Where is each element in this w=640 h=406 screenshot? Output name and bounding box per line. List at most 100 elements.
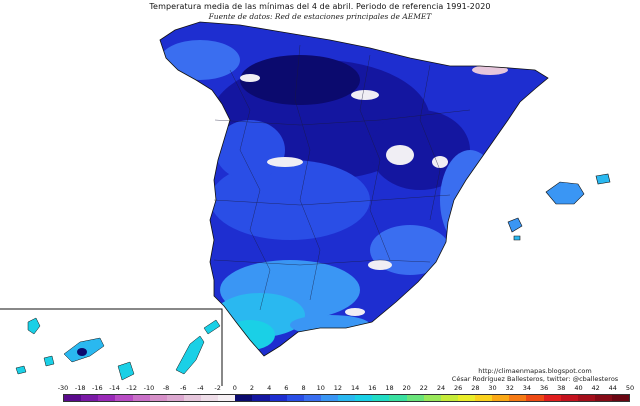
lanzarote bbox=[203, 319, 221, 335]
legend-tick-label: -2 bbox=[214, 384, 221, 392]
legend-tick-label: 30 bbox=[488, 384, 497, 392]
legend-tick-label: 24 bbox=[436, 384, 446, 392]
legend-tick-label: 44 bbox=[608, 384, 617, 392]
la-gomera bbox=[43, 355, 55, 367]
legend-tick-label: 4 bbox=[267, 384, 272, 392]
la-palma bbox=[27, 317, 41, 335]
legend-tick-label: -6 bbox=[180, 384, 187, 392]
legend-tick-label: 20 bbox=[402, 384, 411, 392]
legend-tick-label: 8 bbox=[301, 384, 306, 392]
legend-tick-label: 16 bbox=[368, 384, 377, 392]
legend-tick-label: -18 bbox=[74, 384, 86, 392]
legend-swatch bbox=[475, 395, 493, 401]
teruel-frost bbox=[432, 156, 448, 168]
legend-swatch bbox=[201, 395, 219, 401]
menorca bbox=[595, 173, 611, 185]
sierra-segura-frost bbox=[368, 260, 392, 270]
legend-tick-label: -10 bbox=[143, 384, 155, 392]
leon-mountains-frost bbox=[240, 74, 260, 82]
legend-tick-label: 42 bbox=[591, 384, 600, 392]
legend-swatch bbox=[218, 395, 236, 401]
ibiza bbox=[507, 217, 523, 233]
burgos-frost bbox=[351, 90, 379, 100]
legend-tick-label: 6 bbox=[284, 384, 289, 392]
legend-swatch bbox=[423, 395, 441, 401]
legend-swatch bbox=[235, 395, 253, 401]
legend-swatch bbox=[252, 395, 270, 401]
legend-swatch bbox=[543, 395, 561, 401]
legend-swatch bbox=[64, 395, 82, 401]
legend-tick-label: 26 bbox=[454, 384, 463, 392]
legend-swatch bbox=[406, 395, 424, 401]
legend-swatch bbox=[612, 395, 630, 401]
iberian-mountains-frost bbox=[386, 145, 414, 165]
mallorca bbox=[545, 181, 585, 205]
legend-swatch bbox=[577, 395, 595, 401]
legend-swatch bbox=[440, 395, 458, 401]
legend-tick-label: -14 bbox=[109, 384, 120, 392]
map-subtitle: Fuente de datos: Red de estaciones princ… bbox=[208, 12, 432, 21]
legend-swatch bbox=[149, 395, 167, 401]
western-mild-zone bbox=[215, 120, 285, 180]
teide-cold-spot bbox=[77, 348, 87, 356]
legend-tick-label: 50 bbox=[625, 384, 635, 392]
fuerteventura bbox=[175, 335, 205, 375]
formentera bbox=[513, 235, 521, 241]
legend-swatch bbox=[269, 395, 287, 401]
legend-tick-label: -30 bbox=[57, 384, 69, 392]
legend-swatch bbox=[355, 395, 373, 401]
legend-swatch bbox=[560, 395, 578, 401]
canary-islands-inset bbox=[0, 308, 223, 386]
inset-frame bbox=[0, 308, 223, 386]
cantabrian-cold-zone bbox=[240, 55, 360, 105]
legend-swatch bbox=[320, 395, 338, 401]
legend-swatch bbox=[389, 395, 407, 401]
el-hierro bbox=[15, 365, 27, 375]
legend-tick-label: -16 bbox=[92, 384, 103, 392]
legend-swatch bbox=[303, 395, 321, 401]
legend-tick-label: 32 bbox=[505, 384, 514, 392]
central-system-frost bbox=[267, 157, 303, 167]
legend-tick-label: 40 bbox=[574, 384, 583, 392]
legend-swatch bbox=[594, 395, 612, 401]
legend-swatch bbox=[183, 395, 201, 401]
legend-tick-label: -8 bbox=[162, 384, 170, 392]
legend-tick-label: 28 bbox=[471, 384, 480, 392]
legend-tick-label: 0 bbox=[232, 384, 237, 392]
legend-labels: -30 -18 -16 -14 -12 -10 -8 -6 -4 -2 0 2 4 6 8 10 12 14 16 1… bbox=[0, 384, 640, 394]
legend-swatch bbox=[492, 395, 510, 401]
color-legend bbox=[63, 394, 630, 402]
legend-tick-label: 12 bbox=[333, 384, 343, 392]
balearic-islands bbox=[507, 173, 611, 241]
legend-swatch bbox=[457, 395, 475, 401]
legend-swatch bbox=[526, 395, 544, 401]
galicia-coast-zone bbox=[160, 40, 240, 80]
legend-tick-label: 38 bbox=[557, 384, 566, 392]
legend-tick-label: 36 bbox=[539, 384, 549, 392]
credits-author: César Rodríguez Ballesteros, twitter: @c… bbox=[451, 375, 619, 383]
legend-swatch bbox=[132, 395, 150, 401]
credits-url: http://climaenmapas.blogspot.com bbox=[478, 367, 592, 375]
legend-swatch bbox=[286, 395, 304, 401]
map-title: Temperatura media de las mínimas del 4 d… bbox=[149, 2, 491, 11]
levante-coast-zone bbox=[440, 150, 500, 250]
legend-tick-label: -4 bbox=[197, 384, 204, 392]
legend-swatch bbox=[98, 395, 116, 401]
legend-tick-label: 34 bbox=[522, 384, 532, 392]
legend-tick-label: 10 bbox=[316, 384, 325, 392]
iberian-system-cold-zone bbox=[370, 110, 470, 190]
sierra-nevada-frost bbox=[345, 308, 365, 316]
legend-tick-label: 18 bbox=[385, 384, 394, 392]
legend-tick-label: 22 bbox=[419, 384, 428, 392]
legend-swatch bbox=[115, 395, 133, 401]
legend-swatch bbox=[166, 395, 184, 401]
cadiz-warm-zone bbox=[225, 320, 275, 350]
legend-tick-label: 14 bbox=[350, 384, 360, 392]
credits: http://climaenmapas.blogspot.com César R… bbox=[440, 367, 630, 383]
gran-canaria bbox=[117, 361, 135, 381]
legend-tick-label: 2 bbox=[249, 384, 255, 392]
legend-swatch bbox=[338, 395, 356, 401]
province-boundaries bbox=[213, 44, 471, 311]
legend-swatch bbox=[509, 395, 527, 401]
